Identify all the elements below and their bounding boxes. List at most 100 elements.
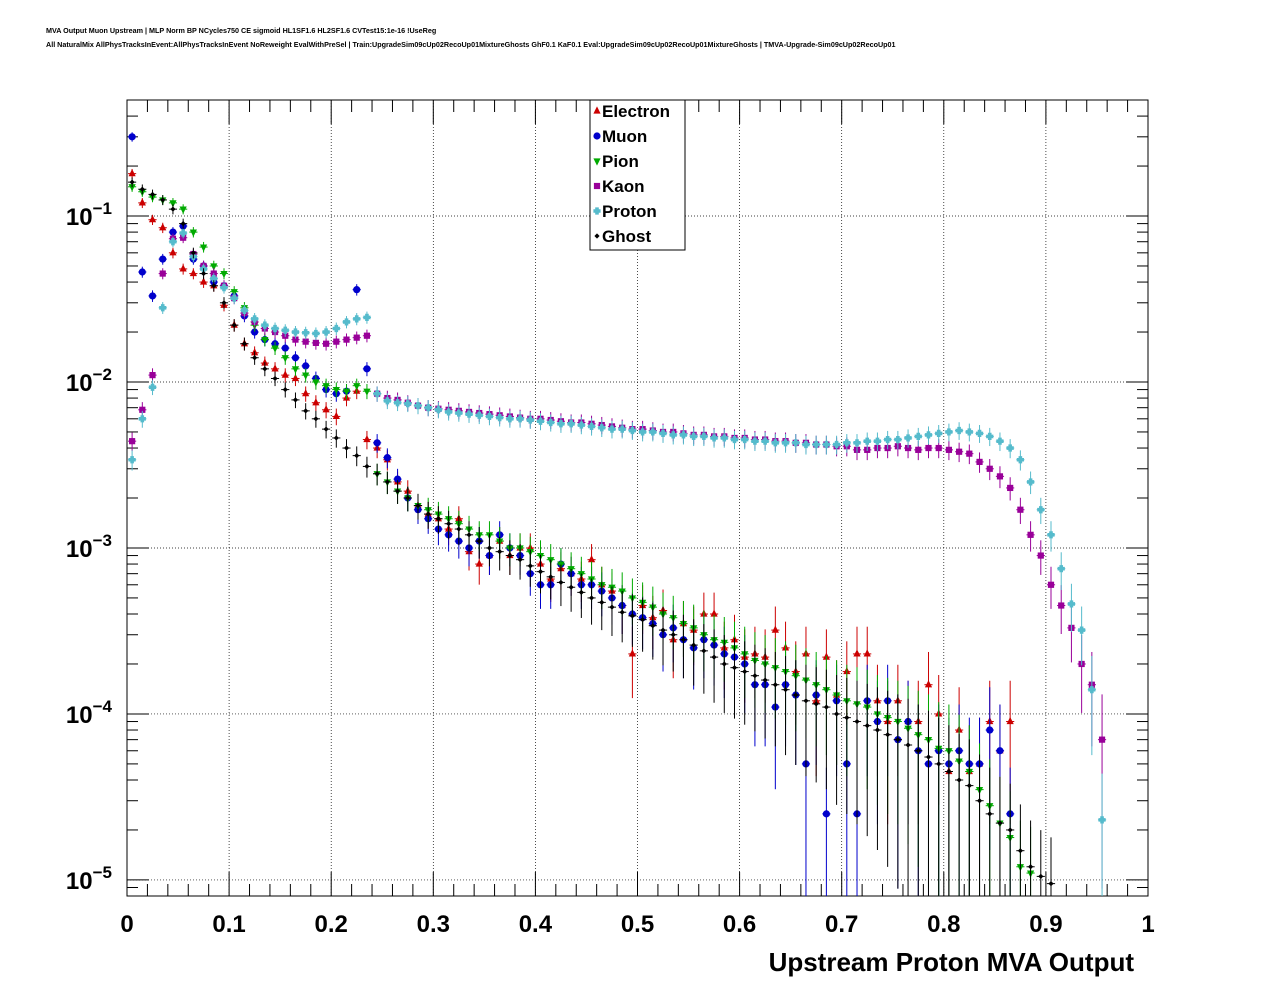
data-point (169, 200, 177, 208)
data-point (148, 292, 157, 300)
data-point (475, 559, 483, 567)
data-point (905, 742, 911, 748)
data-point (741, 435, 749, 444)
data-point (169, 238, 177, 246)
data-point (925, 444, 932, 452)
data-point (148, 215, 157, 223)
data-point (435, 516, 442, 522)
data-point (691, 642, 697, 648)
data-point (975, 429, 984, 438)
data-point (935, 429, 943, 438)
legend-marker-proton (593, 207, 601, 215)
data-point (1026, 478, 1035, 486)
data-point (271, 345, 279, 353)
data-point (526, 416, 534, 424)
data-point (221, 300, 227, 306)
data-point (425, 511, 431, 517)
data-point (312, 379, 320, 387)
data-point (567, 420, 575, 428)
data-point (465, 410, 473, 418)
data-point (628, 649, 636, 657)
data-point (486, 545, 493, 551)
data-point (577, 421, 585, 429)
data-point (322, 405, 330, 413)
data-point (1016, 456, 1024, 464)
x-tick-label: 0.9 (1029, 911, 1062, 938)
legend-marker-kaon (593, 182, 601, 190)
data-point (211, 283, 217, 289)
data-point (333, 435, 339, 441)
data-point (884, 435, 892, 444)
legend-marker-electron (593, 106, 601, 114)
legend-label-ghost: Ghost (602, 227, 651, 246)
legend-box (589, 99, 686, 251)
data-point (342, 388, 351, 396)
data-point (894, 435, 902, 444)
x-tick-label: 0.1 (212, 911, 245, 938)
data-point (1098, 736, 1106, 743)
data-point (803, 698, 809, 704)
data-point (936, 761, 942, 767)
data-point (1078, 626, 1086, 634)
data-point (179, 229, 187, 237)
y-tick-label: 10−4 (66, 697, 113, 729)
data-point (170, 206, 176, 212)
data-point (844, 715, 850, 721)
data-point (710, 434, 718, 442)
data-point (558, 579, 564, 586)
data-point (924, 680, 933, 688)
data-point (873, 437, 882, 445)
data-point (434, 406, 443, 414)
data-point (506, 415, 514, 423)
data-point (987, 811, 993, 817)
data-point (333, 338, 340, 345)
data-point (507, 552, 513, 559)
data-point (271, 324, 279, 333)
data-point (762, 677, 768, 683)
data-point (1048, 881, 1054, 887)
series-electron (128, 168, 1015, 896)
data-point (742, 668, 748, 675)
data-point (148, 383, 157, 391)
data-point (313, 416, 319, 422)
x-tick-label: 0.8 (927, 911, 960, 938)
data-point (240, 306, 249, 314)
data-point (475, 411, 483, 419)
data-point (139, 186, 145, 192)
data-point (415, 502, 421, 509)
x-tick-label: 0.6 (723, 911, 756, 938)
data-point (159, 255, 167, 263)
data-point (1006, 716, 1014, 725)
data-point (1027, 864, 1034, 870)
data-point (199, 244, 208, 252)
y-tick-label: 10−1 (66, 199, 112, 231)
data-point (138, 415, 146, 423)
data-point (291, 366, 300, 374)
data-point (599, 599, 605, 605)
data-point (537, 569, 544, 575)
data-point (393, 475, 402, 483)
data-point (160, 197, 166, 203)
data-point (864, 723, 870, 729)
y-tick-label: 10−2 (66, 365, 112, 397)
data-point (822, 440, 830, 449)
y-tick-label: 10−5 (66, 863, 112, 895)
data-series (128, 132, 1107, 896)
data-point (598, 424, 606, 432)
data-point (302, 338, 309, 345)
data-point (680, 637, 687, 643)
data-point (679, 431, 688, 439)
data-point (751, 437, 759, 445)
data-point (986, 726, 994, 734)
data-point (650, 623, 656, 629)
data-point (1067, 600, 1076, 608)
data-point (312, 398, 320, 406)
data-point (363, 332, 371, 339)
data-point (639, 428, 647, 436)
data-point (823, 704, 829, 710)
data-point (159, 223, 167, 231)
data-point (404, 400, 412, 408)
data-point (731, 665, 738, 671)
data-point (485, 412, 494, 421)
